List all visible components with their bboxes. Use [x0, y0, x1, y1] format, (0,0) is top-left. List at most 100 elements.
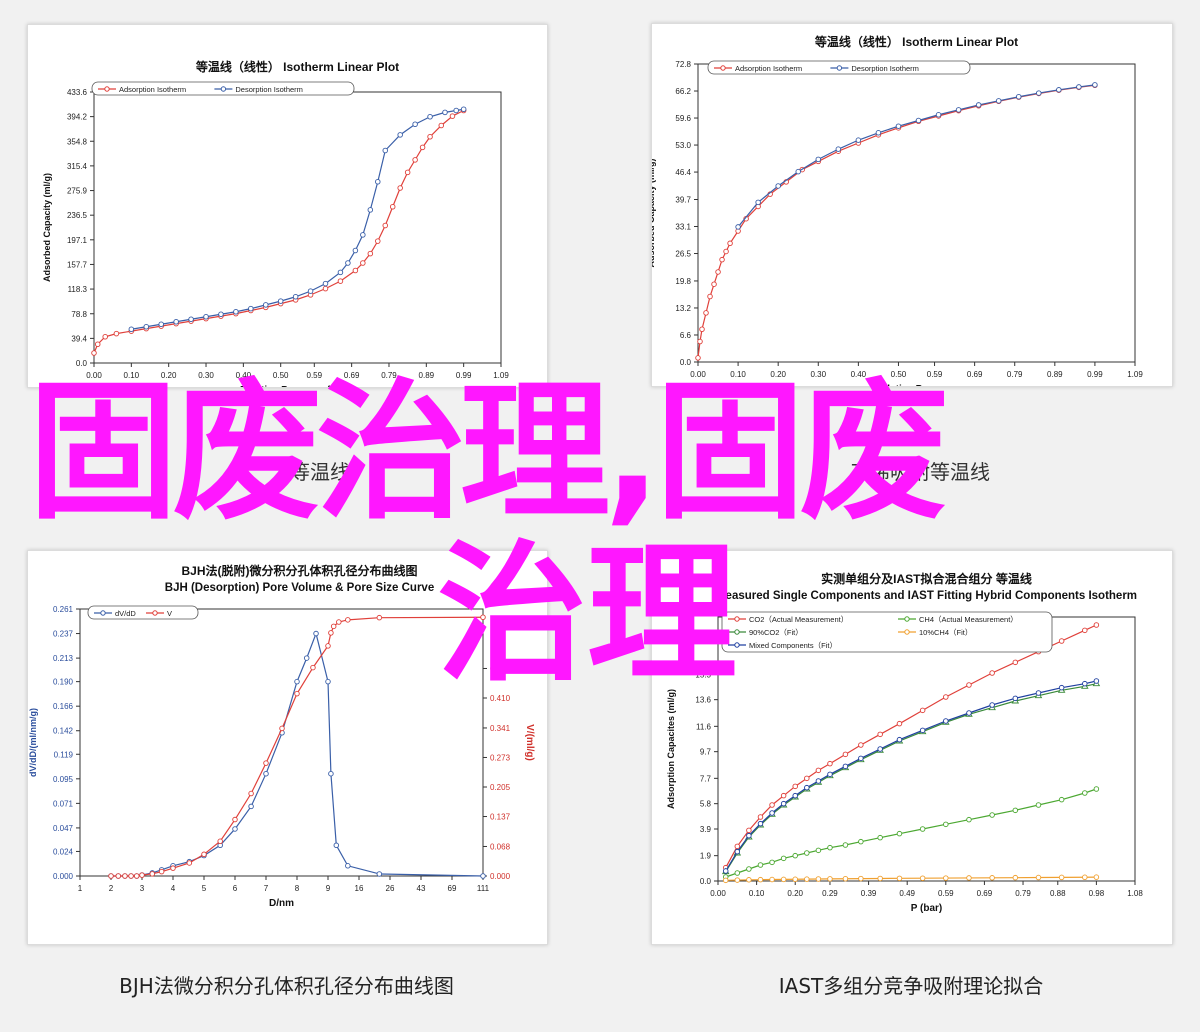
data-point: [842, 875, 849, 882]
data-point: [1012, 874, 1019, 881]
data-point: [835, 146, 842, 152]
data-point: [727, 240, 733, 247]
data-point: [780, 876, 787, 883]
data-point: [815, 876, 822, 882]
y-tick-label: 0.237: [53, 630, 74, 639]
data-point: [858, 875, 864, 882]
x-tick-label: 0.69: [967, 370, 983, 379]
data-point: [328, 770, 334, 777]
data-point: [232, 816, 238, 823]
data-point: [943, 694, 949, 700]
legend-marker: [904, 616, 910, 622]
data-point: [345, 260, 351, 266]
x-tick-label: 0.20: [787, 889, 803, 898]
data-point: [337, 269, 344, 276]
data-point: [919, 727, 926, 734]
data-point: [919, 707, 926, 714]
series-line: [725, 683, 1097, 872]
data-point: [723, 248, 729, 255]
data-point: [1015, 93, 1022, 100]
x-tick-label: 69: [448, 884, 457, 893]
data-point: [375, 238, 381, 244]
data-point: [734, 843, 741, 850]
data-point: [158, 868, 165, 875]
data-point: [170, 865, 176, 871]
legend-marker: [904, 629, 910, 635]
data-point: [263, 760, 269, 766]
data-point: [427, 133, 433, 140]
data-point: [780, 800, 787, 807]
legend-box: [87, 605, 199, 620]
data-point: [746, 866, 752, 872]
series-line: [93, 109, 464, 354]
data-point: [915, 117, 922, 124]
data-point: [322, 280, 329, 287]
x-tick-label: 0.98: [1089, 889, 1105, 898]
data-point: [128, 873, 134, 879]
data-point: [412, 157, 418, 163]
data-point: [279, 725, 285, 732]
data-point: [804, 775, 810, 782]
legend-label: dV/dD: [115, 609, 136, 618]
data-point: [792, 792, 798, 799]
caption-top-left: 等温线: [290, 460, 350, 484]
y2-tick-label: 0.478: [490, 664, 511, 673]
data-point: [966, 710, 972, 716]
y2-tick-label: 0.205: [490, 783, 511, 792]
data-point: [804, 784, 810, 791]
legend-label: CO2（Actual Measurement）: [749, 615, 848, 624]
x-tick-label: 0.50: [273, 371, 289, 380]
chart-card-isotherm-left: 等温线（线性） Isotherm Linear Plot 0.00 0.10 0.20…: [27, 24, 548, 388]
data-point: [1035, 802, 1042, 808]
isotherm-right-chart: 等温线（线性） Isotherm Linear Plot 0.00 0.10 0.20…: [652, 34, 1143, 386]
data-point: [827, 760, 833, 767]
legend-label: Adsorption Isotherm: [119, 85, 186, 94]
data-point: [1035, 690, 1042, 696]
caption-top-right: 乙烯吸附等温线: [850, 460, 990, 484]
x-tick-label: 9: [326, 884, 331, 893]
data-point: [397, 185, 403, 191]
y-tick-label: 26.5: [675, 250, 691, 259]
y2-tick-label: 0.273: [490, 753, 511, 762]
data-point: [352, 267, 359, 274]
data-point: [877, 834, 883, 841]
data-point: [995, 98, 1002, 104]
x-tick-label: 0.79: [381, 371, 397, 380]
chart-subtitle: Measured Single Components and IAST Fitt…: [716, 590, 1137, 602]
legend-label: 90%CO2（Fit）: [749, 628, 803, 637]
data-point: [139, 872, 145, 878]
data-point: [94, 341, 101, 348]
data-point: [1012, 807, 1019, 814]
data-point: [233, 309, 239, 315]
data-point: [943, 718, 949, 724]
data-point: [815, 847, 822, 854]
data-point: [895, 123, 902, 129]
data-point: [336, 619, 342, 625]
x-tick-label: 0.69: [977, 889, 993, 898]
legend-marker: [734, 629, 740, 635]
y-tick-label: 5.8: [700, 800, 712, 809]
y-tick-label: 7.7: [700, 774, 712, 783]
data-point: [115, 873, 122, 879]
x-axis-label: P (bar): [911, 903, 943, 914]
data-point: [769, 802, 775, 808]
y-axis-label: Adsorption Capacites (ml/g): [666, 689, 676, 809]
y-tick-label: 1.9: [700, 852, 712, 861]
data-point: [122, 873, 128, 879]
data-point: [815, 156, 822, 163]
data-point: [360, 232, 366, 238]
data-point: [277, 298, 284, 304]
data-point: [769, 859, 775, 866]
y-tick-label: 0.190: [53, 678, 74, 687]
data-point: [780, 792, 787, 799]
data-point: [1058, 684, 1065, 691]
y-tick-label: 433.6: [67, 88, 88, 97]
data-point: [217, 838, 223, 845]
y2-tick-label: 0.341: [490, 724, 511, 733]
x-tick-label: 0.89: [419, 371, 435, 380]
y-tick-label: 72.8: [675, 60, 691, 69]
data-point: [376, 871, 383, 877]
y-tick-label: 0.0: [680, 358, 692, 367]
data-point: [453, 107, 459, 114]
data-point: [1058, 874, 1065, 881]
